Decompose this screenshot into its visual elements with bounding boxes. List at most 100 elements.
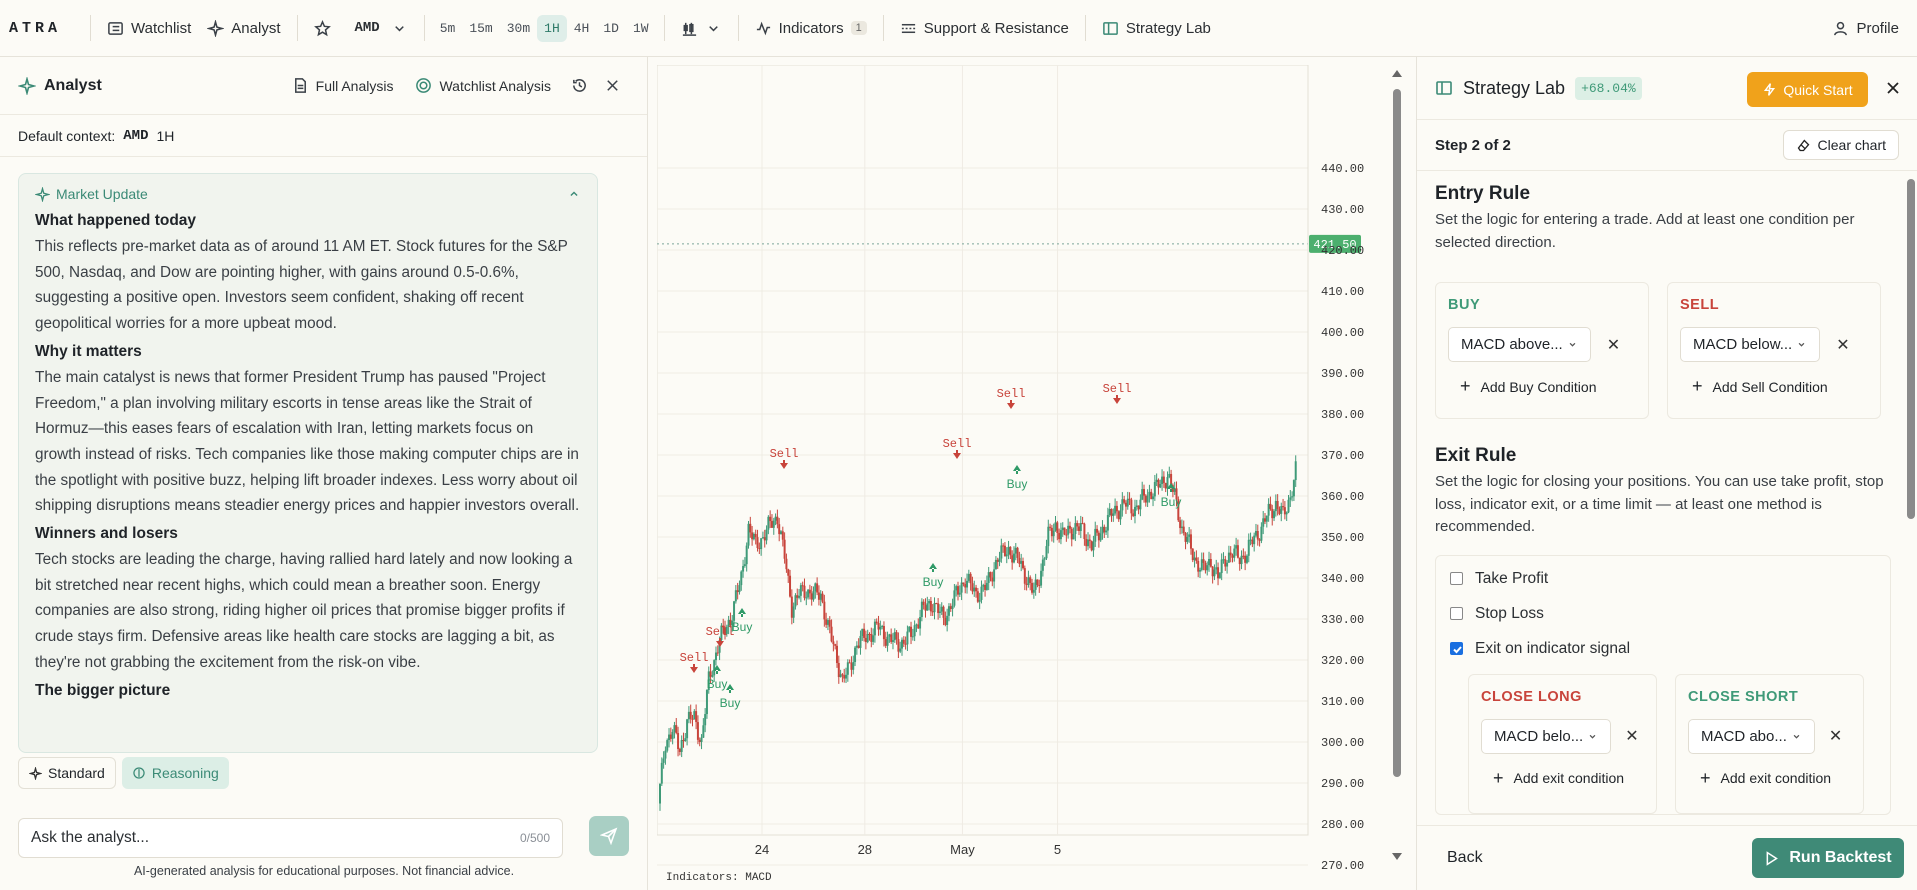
market-update-header[interactable]: Market Update <box>19 174 597 206</box>
symbol-selector[interactable]: AMD <box>339 8 416 48</box>
candle-body <box>760 538 763 550</box>
history-icon <box>573 79 586 92</box>
candle-body <box>1097 532 1100 541</box>
candle-body <box>864 637 867 643</box>
scroll-down-icon <box>1392 853 1402 860</box>
candle-body <box>1218 573 1221 579</box>
indicators-button[interactable]: Indicators 1 <box>747 14 875 43</box>
exit-indicator-checkbox[interactable]: Exit on indicator signal <box>1450 640 1876 658</box>
profile-button[interactable]: Profile <box>1824 14 1907 43</box>
candle-body <box>677 733 680 750</box>
chart-type-selector[interactable] <box>673 14 730 43</box>
candle-body <box>1240 555 1243 565</box>
timeframe-15m[interactable]: 15m <box>469 20 493 36</box>
price-chart[interactable]: 421.50SellSellBuyBuySellBuyBuySellSellBu… <box>657 65 1409 890</box>
timeframe-1w[interactable]: 1W <box>632 20 649 36</box>
add-close-short-condition-button[interactable]: + Add exit condition <box>1688 768 1851 789</box>
candle-body <box>1040 570 1043 586</box>
clear-chart-button[interactable]: Clear chart <box>1782 130 1899 160</box>
candle-body <box>830 626 833 642</box>
candle-body <box>678 749 681 752</box>
candle-body <box>1276 500 1279 510</box>
candle-body <box>770 521 773 528</box>
remove-buy-condition-button[interactable]: ✕ <box>1606 336 1621 354</box>
candle-body <box>671 732 674 739</box>
sell-condition-select[interactable]: MACD below... <box>1680 327 1821 362</box>
divider <box>663 15 665 41</box>
candle-body <box>960 582 963 593</box>
full-analysis-button[interactable]: Full Analysis <box>284 71 402 100</box>
candle-body <box>1031 582 1034 593</box>
strategy-scroll-area[interactable]: Entry Rule Set the logic for entering a … <box>1417 173 1917 825</box>
add-sell-condition-button[interactable]: + Add Sell Condition <box>1680 376 1868 397</box>
strategy-lab-label: Strategy Lab <box>1125 19 1211 37</box>
analyst-button[interactable]: Analyst <box>199 14 288 43</box>
candle-body <box>1034 579 1037 590</box>
candle-body <box>901 639 904 649</box>
strategy-lab-panel: Strategy Lab +68.04% Quick Start Step 2 … <box>1416 57 1917 890</box>
support-resistance-button[interactable]: Support & Resistance <box>892 14 1077 43</box>
candle-body <box>973 587 976 592</box>
send-button[interactable] <box>589 816 629 856</box>
quick-start-button[interactable]: Quick Start <box>1747 72 1868 107</box>
candle-body <box>696 722 699 740</box>
timeframe-5m[interactable]: 5m <box>439 20 456 36</box>
remove-sell-condition-button[interactable]: ✕ <box>1836 336 1850 354</box>
close-analyst-button[interactable] <box>596 71 629 100</box>
stop-loss-checkbox[interactable]: Stop Loss <box>1450 605 1876 623</box>
favorite-button[interactable] <box>306 14 339 43</box>
candle-body <box>993 569 996 582</box>
close-long-condition-select[interactable]: MACD belo... <box>1481 718 1612 754</box>
market-update-title: Market Update <box>56 186 148 202</box>
close-short-condition-select[interactable]: MACD abo... <box>1688 718 1815 754</box>
candle-body <box>975 587 978 592</box>
take-profit-checkbox[interactable]: Take Profit <box>1450 570 1876 588</box>
user-icon <box>1834 21 1848 35</box>
back-button[interactable]: Back <box>1447 849 1483 866</box>
buy-condition-select[interactable]: MACD above... <box>1448 327 1591 362</box>
timeframe-30m[interactable]: 30m <box>506 20 531 36</box>
candle-body <box>1227 552 1230 563</box>
disclaimer: AI-generated analysis for educational pu… <box>133 864 515 878</box>
candle-body <box>1235 545 1238 549</box>
arrow-down-icon <box>780 460 788 469</box>
candle-body <box>740 571 743 586</box>
strategy-header: Strategy Lab +68.04% Quick Start <box>1417 57 1917 119</box>
candle-body <box>705 689 708 715</box>
candle-body <box>1189 534 1192 549</box>
remove-close-long-condition-button[interactable]: ✕ <box>1625 728 1639 745</box>
run-backtest-button[interactable]: Run Backtest <box>1752 838 1904 878</box>
watchlist-analysis-button[interactable]: Watchlist Analysis <box>407 71 559 100</box>
scrollbar-thumb[interactable] <box>1907 179 1915 519</box>
candle-body <box>1155 479 1158 482</box>
candle-body <box>1081 523 1084 525</box>
timeframe-4h[interactable]: 4H <box>573 20 590 36</box>
candle-body <box>1083 523 1086 539</box>
history-button[interactable] <box>563 71 596 100</box>
close-strategy-button[interactable] <box>1884 79 1902 97</box>
candle-body <box>689 711 692 719</box>
candle-body <box>1184 532 1187 542</box>
chart-scroll-thumb <box>1393 89 1401 777</box>
candle-body <box>944 617 947 625</box>
candle-body <box>1231 555 1234 558</box>
ask-input[interactable]: Ask the analyst... 0/500 <box>18 818 563 858</box>
add-close-long-condition-button[interactable]: + Add exit condition <box>1481 768 1644 789</box>
sparkle-icon <box>18 76 36 95</box>
timeframe-1h[interactable]: 1H <box>537 14 567 42</box>
watchlist-button[interactable]: Watchlist <box>99 14 199 43</box>
timeframe-1d[interactable]: 1D <box>603 20 619 36</box>
add-buy-condition-button[interactable]: + Add Buy Condition <box>1448 376 1636 397</box>
candle-body <box>895 632 898 640</box>
candle-body <box>1126 498 1129 507</box>
mode-reasoning-button[interactable]: Reasoning <box>121 757 229 789</box>
mode-standard-label: Standard <box>48 765 105 781</box>
candle-body <box>854 647 857 663</box>
buy-signal-label: Buy <box>1007 477 1028 491</box>
arrow-up-icon <box>738 608 746 617</box>
mode-standard-button[interactable]: Standard <box>18 757 116 789</box>
strategy-lab-button[interactable]: Strategy Lab <box>1094 14 1219 43</box>
sell-signal: Sell <box>770 447 798 469</box>
candle-body <box>664 750 667 759</box>
remove-close-short-condition-button[interactable]: ✕ <box>1828 728 1843 745</box>
